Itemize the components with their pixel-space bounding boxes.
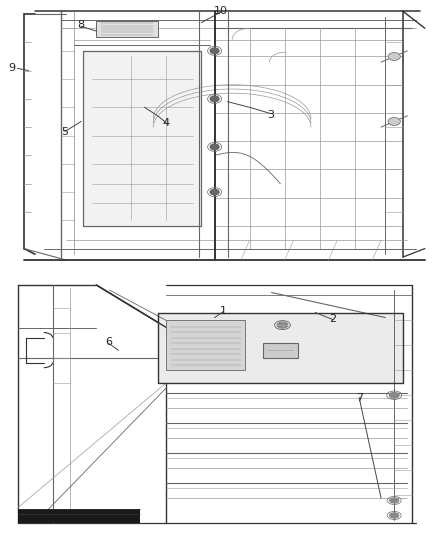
Circle shape [210, 144, 219, 150]
Circle shape [389, 392, 399, 398]
Text: 3: 3 [267, 110, 274, 120]
Circle shape [390, 498, 399, 503]
Circle shape [210, 48, 219, 54]
Circle shape [390, 513, 399, 518]
Circle shape [388, 117, 400, 125]
Bar [263, 343, 298, 358]
Polygon shape [83, 51, 201, 226]
Bar [166, 320, 245, 370]
Circle shape [210, 189, 219, 195]
Text: 4: 4 [162, 118, 169, 128]
Text: 7: 7 [356, 393, 363, 403]
Text: 5: 5 [61, 127, 68, 138]
Text: 10: 10 [214, 6, 228, 16]
Text: 6: 6 [105, 337, 112, 347]
Circle shape [210, 96, 219, 102]
Circle shape [388, 53, 400, 60]
Text: 1: 1 [220, 305, 227, 316]
Text: 8: 8 [78, 20, 85, 30]
Circle shape [277, 322, 288, 328]
Bar [96, 21, 158, 37]
Text: 9: 9 [9, 63, 16, 73]
Polygon shape [158, 312, 403, 383]
Bar [18, 509, 140, 523]
Text: 2: 2 [329, 314, 336, 324]
